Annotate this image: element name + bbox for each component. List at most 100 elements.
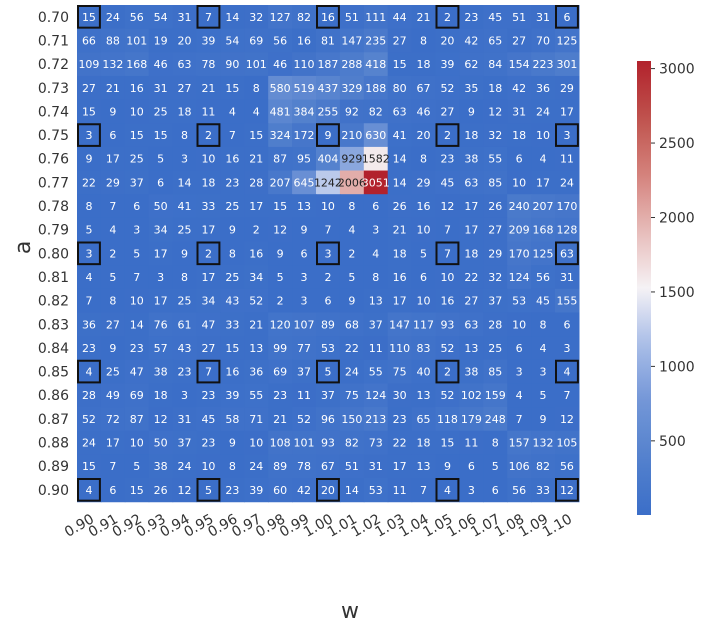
highlight-box — [555, 241, 579, 266]
heatmap-cell — [483, 478, 508, 503]
cell-value-label: 11 — [369, 342, 383, 355]
cell-value-label: 31 — [512, 105, 526, 118]
highlight-box — [196, 5, 221, 29]
cell-value-label: 25 — [178, 224, 192, 237]
heatmap-cell — [531, 146, 556, 172]
heatmap-cell — [339, 194, 365, 219]
heatmap-cell — [244, 336, 269, 361]
cell-value-label: 45 — [536, 295, 550, 308]
cell-value-label: 15 — [82, 460, 96, 473]
cell-value-label: 4 — [372, 247, 379, 260]
heatmap-cell — [411, 288, 437, 314]
heatmap-cell — [124, 407, 150, 432]
cell-value-label: 147 — [341, 34, 362, 47]
heatmap-cell — [172, 288, 198, 314]
heatmap-cell — [268, 312, 293, 337]
heatmap-cell — [196, 478, 221, 503]
cell-value-label: 2 — [444, 11, 451, 24]
heatmap-cell — [555, 359, 580, 384]
heatmap-cell — [435, 217, 460, 243]
cell-value-label: 16 — [249, 247, 263, 260]
heatmap-cell — [459, 52, 484, 77]
heatmap-cell — [172, 170, 198, 195]
heatmap-cell — [387, 75, 413, 101]
heatmap-cell — [459, 336, 484, 361]
cell-value-label: 23 — [225, 176, 239, 189]
cell-value-label: 7 — [324, 224, 331, 237]
cell-value-label: 14 — [130, 318, 144, 331]
heatmap-cell — [77, 28, 102, 53]
cell-value-label: 27 — [488, 224, 502, 237]
heatmap-cell — [316, 265, 341, 290]
cell-value-label: 18 — [417, 58, 431, 71]
cell-value-label: 95 — [297, 153, 311, 166]
heatmap-cell — [220, 430, 245, 455]
heatmap-cell — [411, 265, 437, 290]
cell-value-label: 8 — [109, 295, 116, 308]
cell-value-label: 11 — [201, 105, 215, 118]
heatmap-cell — [555, 336, 580, 361]
cell-value-label: 43 — [178, 342, 192, 355]
cell-value-label: 102 — [461, 389, 482, 402]
heatmap-cell — [124, 383, 150, 408]
heatmap-cell — [292, 5, 317, 30]
heatmap-cell — [555, 478, 580, 503]
heatmap-cell — [292, 52, 317, 77]
cell-value-label: 25 — [488, 342, 502, 355]
heatmap-cell — [435, 146, 460, 172]
cell-value-label: 68 — [345, 318, 359, 331]
y-tick-label: 0.78 — [38, 199, 69, 215]
cell-value-label: 7 — [205, 366, 212, 379]
heatmap-cell — [292, 170, 317, 195]
cell-value-label: 8 — [540, 318, 547, 331]
cell-value-label: 23 — [225, 484, 239, 497]
cell-value-label: 85 — [488, 366, 502, 379]
heatmap-cell — [148, 123, 174, 148]
heatmap-cell — [363, 170, 389, 195]
cell-value-label: 42 — [297, 484, 311, 497]
heatmap-cell — [172, 478, 198, 503]
heatmap-cell — [196, 5, 221, 30]
cell-value-label: 2 — [444, 129, 451, 142]
cell-value-label: 31 — [178, 11, 192, 24]
heatmap-cell — [459, 217, 484, 243]
heatmap-cell — [196, 241, 221, 266]
heatmap-cell — [435, 265, 460, 290]
heatmap-cell — [411, 478, 437, 503]
heatmap-cell — [220, 123, 245, 148]
heatmap-cell — [531, 265, 556, 290]
heatmap-cell — [316, 217, 341, 243]
cell-value-label: 67 — [321, 460, 335, 473]
cell-value-label: 18 — [154, 389, 168, 402]
heatmap-cell — [77, 407, 102, 432]
heatmap-cell — [268, 123, 293, 148]
cell-value-label: 51 — [345, 11, 359, 24]
cell-value-label: 20 — [178, 34, 192, 47]
heatmap-cell — [77, 478, 102, 503]
heatmap-cell — [220, 5, 245, 30]
cell-value-label: 17 — [249, 200, 263, 213]
cell-value-label: 53 — [369, 484, 383, 497]
heatmap-cell — [148, 170, 174, 195]
heatmap-cell — [268, 52, 293, 77]
cell-value-label: 77 — [297, 342, 311, 355]
heatmap-cell — [100, 407, 126, 432]
heatmap-cell — [363, 28, 389, 53]
heatmap-cell — [411, 99, 437, 124]
heatmap-cell — [411, 454, 437, 479]
heatmap-cell — [507, 194, 532, 219]
cell-value-label: 17 — [393, 460, 407, 473]
heatmap-cell — [292, 123, 317, 148]
heatmap-cell — [100, 217, 126, 243]
heatmap-cell — [100, 241, 126, 266]
cell-value-label: 24 — [106, 11, 120, 24]
cell-value-label: 33 — [225, 318, 239, 331]
cell-value-label: 12 — [560, 484, 574, 497]
highlight-box — [435, 5, 460, 29]
heatmap-cell — [196, 75, 221, 101]
cell-value-label: 9 — [324, 129, 331, 142]
cell-value-label: 3 — [85, 129, 92, 142]
cell-value-label: 25 — [178, 295, 192, 308]
heatmap-cell — [435, 170, 460, 195]
cell-value-label: 22 — [393, 437, 407, 450]
